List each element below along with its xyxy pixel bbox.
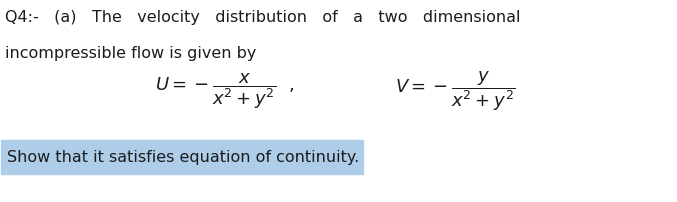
FancyBboxPatch shape [1,140,363,174]
Text: Show that it satisfies equation of continuity.: Show that it satisfies equation of conti… [7,149,359,164]
Text: incompressible flow is given by: incompressible flow is given by [5,46,257,61]
Text: Q4:-   (a)   The   velocity   distribution   of   a   two   dimensional: Q4:- (a) The velocity distribution of a … [5,10,521,25]
Text: $\mathit{U} = -\dfrac{\mathit{x}}{\mathit{x}^2 + \mathit{y}^2}$  ,: $\mathit{U} = -\dfrac{\mathit{x}}{\mathi… [155,71,294,110]
Text: $\mathit{V} = -\dfrac{\mathit{y}}{\mathit{x}^2 + \mathit{y}^2}$: $\mathit{V} = -\dfrac{\mathit{y}}{\mathi… [395,69,516,112]
